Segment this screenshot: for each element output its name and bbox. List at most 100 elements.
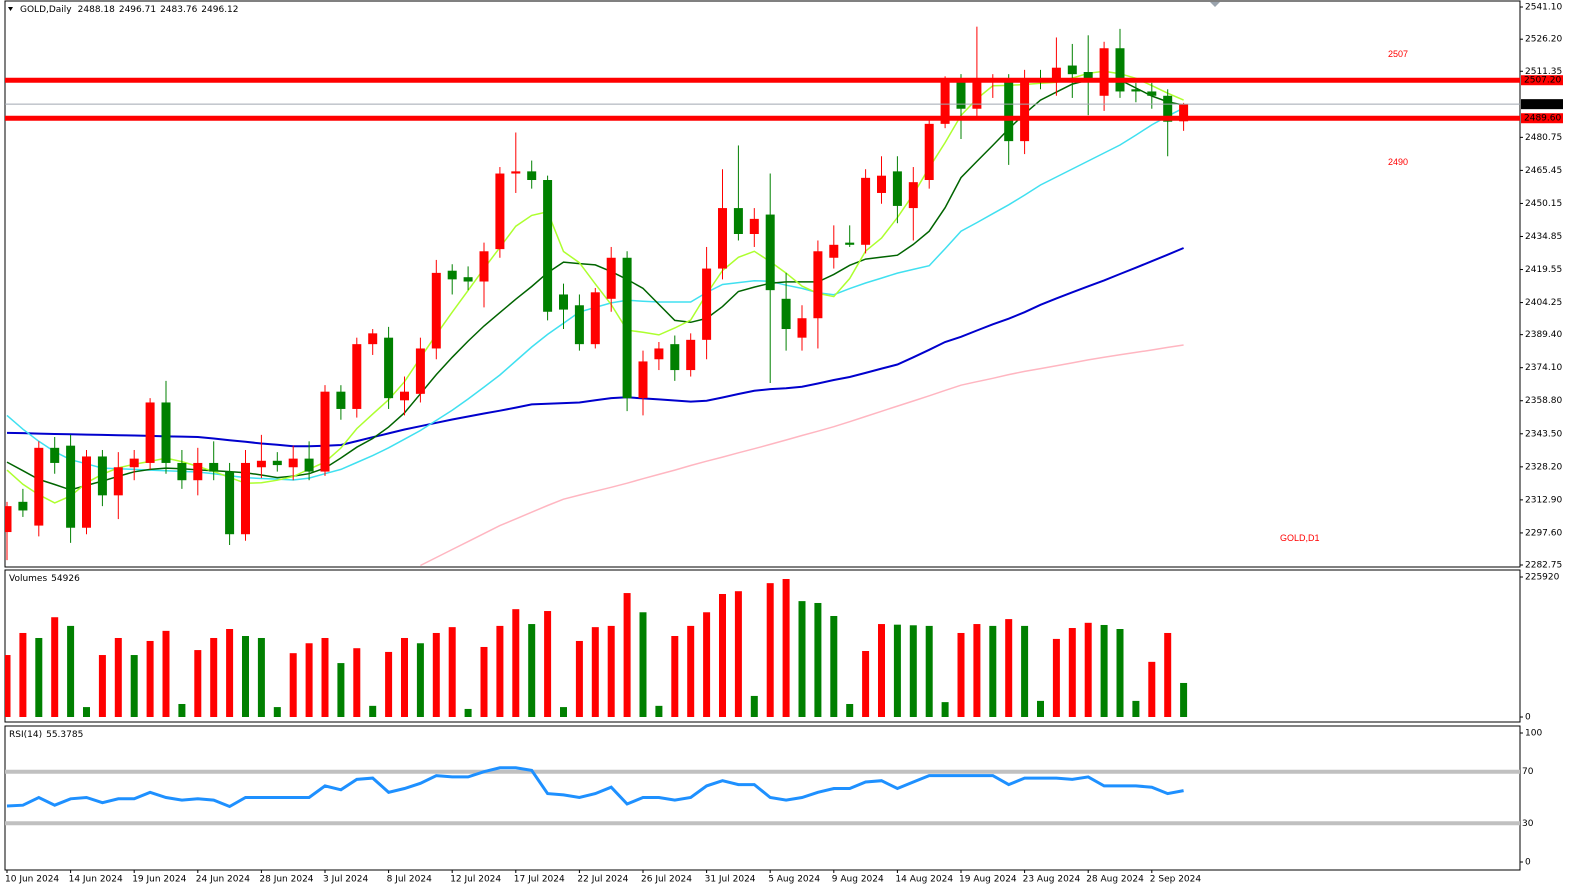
y-tick-label: 2389.40 [1525,330,1562,340]
candle-body [543,180,553,312]
x-tick-label: 14 Jun 2024 [69,875,123,885]
candle-body [877,175,886,193]
candle-body [50,447,60,463]
volume-bar [146,640,154,717]
volume-bar [671,636,679,717]
volume-bar [925,625,933,717]
candle-body [1131,89,1141,92]
candle-body [845,242,855,245]
volume-bar [560,707,567,717]
candle-body [479,251,489,282]
volume-bar [544,611,552,717]
x-tick-label: 8 Jul 2024 [387,875,432,885]
y-tick-label: 2434.85 [1525,232,1562,242]
price-tag-label: 2489.60 [1524,114,1561,124]
axes: 2541.10 2526.20 2511.35 2480.75 2465.45 2450.… [5,3,1563,885]
candle-body [193,462,203,481]
y-tick-label: 2358.80 [1525,396,1562,406]
x-tick-label: 22 Jul 2024 [577,875,628,885]
volume-bar [623,593,631,717]
volume-bar [798,601,806,717]
candle-body [1020,80,1030,142]
volume-bar [830,615,838,717]
candle-body [638,361,648,399]
x-tick-label: 14 Aug 2024 [895,875,953,885]
candle-body [718,208,727,269]
annotation-resistance: 2507 [1388,49,1408,59]
y-tick-label: 100 [1525,729,1542,739]
volume-bar [369,705,377,717]
volume-bar [305,643,313,717]
candle-body [177,462,187,481]
volume-bar [480,646,488,717]
volume-bar [1005,619,1013,717]
volume-bar [782,578,790,717]
candle-body [861,177,871,245]
y-tick-label: 2480.75 [1525,133,1562,143]
volume-bar [703,612,711,717]
volume-bar [512,609,520,717]
volume-bar [1132,700,1140,717]
rsi-last: 55.3785 [46,730,83,740]
level-label: 30 [1522,819,1534,829]
header-open: 2488.18 [78,5,115,15]
candle-body [686,339,696,371]
candle-body [431,272,441,349]
volume-bar [321,637,329,717]
candle-body [781,298,791,330]
x-tick-label: 31 Jul 2024 [705,875,756,885]
candle-body [749,218,759,235]
x-tick-label: 2 Sep 2024 [1150,875,1202,885]
volume-bar [687,625,695,717]
candle-body [400,391,409,401]
candle-body [415,348,425,394]
volume-bar [734,591,742,717]
volume-bar [194,650,202,717]
candle-body [352,344,362,409]
candle-body [622,257,632,399]
x-tick-label: 23 Aug 2024 [1023,875,1081,885]
volume-bar [909,625,917,717]
volume-bar [957,632,965,717]
moving-average [6,70,1184,504]
candle-body [1163,95,1173,122]
volume-bar [814,602,822,717]
x-tick-label: 24 Jun 2024 [196,875,250,885]
volume-bar [353,648,361,717]
volume-panel-frame [4,569,1521,723]
x-tick-label: 12 Jul 2024 [450,875,501,885]
candle-body [288,458,298,468]
candle-body [670,344,680,371]
volume-bar [989,625,997,717]
volume-bar [973,624,981,717]
main-panel-frame [4,0,1521,568]
header-low: 2483.76 [160,5,197,15]
volume-bar [67,625,75,717]
candle-body [733,208,743,235]
candle-body [463,277,473,282]
candle-body [256,460,266,468]
volume-bar [416,643,424,717]
candle-body [1147,91,1157,96]
y-tick-label: 2450.15 [1525,199,1562,209]
volume-bar [226,629,234,717]
volume-bar [51,617,59,717]
candle-body [368,333,378,345]
candle-body [82,456,91,528]
candle-body [511,171,521,174]
volume-plot [5,578,1188,717]
annotation-support: 2490 [1388,157,1408,167]
volume-bar [210,637,218,717]
volume-bar [273,707,281,717]
candle-body [34,447,44,526]
volume-bar [1052,638,1060,717]
candle-body [113,467,123,496]
volume-bar [1100,624,1108,717]
volume-bar [289,653,297,717]
volume-bar [1021,625,1029,717]
candle-body [447,270,457,280]
volume-bar [528,624,536,717]
y-tick-label: 2465.45 [1525,166,1562,176]
volume-bar [1116,629,1124,717]
